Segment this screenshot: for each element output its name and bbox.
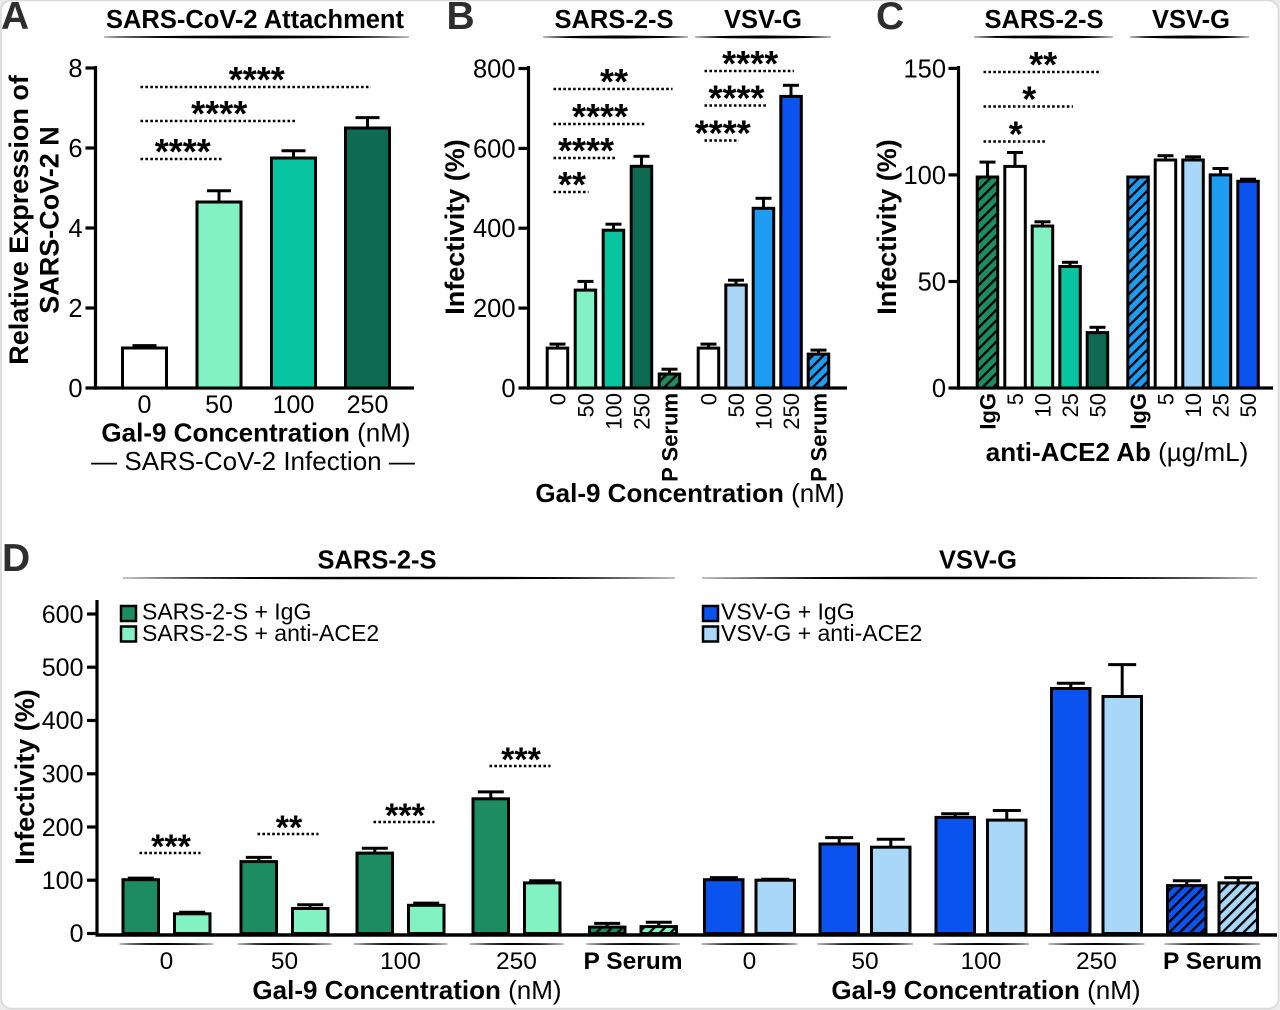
svg-text:10: 10 — [1031, 393, 1056, 417]
svg-text:anti-ACE2 Ab (µg/mL): anti-ACE2 Ab (µg/mL) — [986, 437, 1248, 467]
svg-text:50: 50 — [574, 393, 599, 417]
svg-text:VSV-G + IgG: VSV-G + IgG — [721, 599, 855, 625]
svg-text:SARS-CoV-2 Attachment: SARS-CoV-2 Attachment — [106, 6, 405, 34]
svg-text:50: 50 — [1236, 393, 1261, 417]
svg-text:B: B — [447, 0, 475, 38]
svg-text:IgG: IgG — [976, 393, 1001, 430]
svg-text:VSV-G: VSV-G — [724, 6, 802, 34]
svg-text:5: 5 — [1154, 393, 1179, 405]
svg-text:SARS-2-S: SARS-2-S — [317, 547, 436, 575]
svg-text:800: 800 — [473, 55, 516, 83]
svg-text:Relative Expression of: Relative Expression of — [4, 74, 34, 365]
svg-text:VSV-G + anti-ACE2: VSV-G + anti-ACE2 — [721, 620, 922, 646]
svg-text:50: 50 — [724, 393, 749, 417]
svg-text:Infectivity (%): Infectivity (%) — [10, 689, 40, 865]
svg-text:Infectivity (%): Infectivity (%) — [440, 139, 470, 315]
svg-text:100: 100 — [903, 162, 946, 190]
svg-text:250: 250 — [630, 393, 655, 430]
svg-text:VSV-G: VSV-G — [1152, 6, 1230, 34]
svg-text:250: 250 — [779, 393, 804, 430]
svg-text:500: 500 — [42, 654, 84, 682]
svg-text:200: 200 — [473, 295, 516, 323]
svg-text:250: 250 — [347, 391, 389, 419]
svg-text:5: 5 — [1003, 393, 1028, 405]
svg-text:D: D — [2, 537, 30, 580]
svg-text:300: 300 — [42, 761, 84, 789]
svg-text:0: 0 — [68, 375, 82, 403]
svg-text:0: 0 — [932, 375, 946, 403]
svg-text:SARS-2-S + IgG: SARS-2-S + IgG — [142, 599, 311, 625]
svg-text:50: 50 — [205, 391, 233, 419]
svg-text:250: 250 — [1076, 948, 1117, 975]
svg-text:SARS-2-S: SARS-2-S — [554, 6, 673, 34]
svg-text:400: 400 — [42, 707, 84, 735]
svg-text:VSV-G: VSV-G — [939, 547, 1017, 575]
svg-text:0: 0 — [697, 393, 722, 405]
svg-text:****: **** — [558, 130, 614, 171]
svg-text:4: 4 — [68, 215, 82, 243]
svg-text:****: **** — [191, 93, 247, 134]
svg-text:2: 2 — [68, 295, 82, 323]
svg-text:P Serum: P Serum — [658, 393, 683, 482]
svg-text:100: 100 — [42, 867, 84, 895]
svg-text:0: 0 — [70, 920, 84, 948]
svg-text:50: 50 — [1086, 393, 1111, 417]
svg-text:250: 250 — [496, 948, 537, 975]
svg-text:100: 100 — [602, 393, 627, 430]
svg-text:0: 0 — [546, 393, 571, 405]
svg-text:0: 0 — [160, 948, 174, 975]
svg-text:Gal-9 Concentration (nM): Gal-9 Concentration (nM) — [101, 418, 410, 448]
svg-text:P Serum: P Serum — [584, 948, 683, 975]
svg-text:C: C — [876, 0, 904, 38]
svg-text:600: 600 — [473, 135, 516, 163]
svg-text:25: 25 — [1209, 393, 1234, 417]
svg-text:0: 0 — [501, 375, 515, 403]
svg-text:SARS-CoV-2 N: SARS-CoV-2 N — [35, 126, 65, 314]
svg-text:10: 10 — [1181, 393, 1206, 417]
svg-text:**: ** — [558, 164, 586, 205]
svg-text:SARS-2-S: SARS-2-S — [984, 6, 1103, 34]
svg-text:Gal-9 Concentration (nM): Gal-9 Concentration (nM) — [252, 975, 561, 1005]
svg-text:***: *** — [501, 741, 541, 779]
svg-text:200: 200 — [42, 814, 84, 842]
svg-text:150: 150 — [903, 55, 946, 83]
svg-text:*: * — [1009, 114, 1023, 155]
svg-text:**: ** — [600, 61, 628, 102]
svg-text:****: **** — [155, 131, 211, 172]
svg-text:100: 100 — [380, 948, 421, 975]
svg-text:****: **** — [572, 96, 628, 137]
svg-text:50: 50 — [918, 268, 946, 296]
svg-text:***: *** — [385, 797, 425, 835]
svg-text:25: 25 — [1058, 393, 1083, 417]
svg-text:Infectivity (%): Infectivity (%) — [872, 139, 902, 315]
svg-text:****: **** — [708, 78, 764, 119]
svg-text:Gal-9 Concentration (nM): Gal-9 Concentration (nM) — [831, 975, 1140, 1005]
svg-text:400: 400 — [473, 215, 516, 243]
svg-text:****: **** — [695, 113, 751, 154]
svg-text:****: **** — [722, 43, 778, 84]
svg-text:SARS-2-S + anti-ACE2: SARS-2-S + anti-ACE2 — [142, 620, 379, 646]
svg-text:Gal-9 Concentration (nM): Gal-9 Concentration (nM) — [535, 478, 844, 508]
svg-text:6: 6 — [68, 135, 82, 163]
svg-text:IgG: IgG — [1126, 393, 1151, 430]
svg-text:100: 100 — [273, 391, 315, 419]
svg-text:100: 100 — [961, 948, 1002, 975]
svg-text:**: ** — [276, 809, 303, 847]
svg-text:0: 0 — [138, 391, 152, 419]
svg-text:P Serum: P Serum — [807, 393, 832, 482]
svg-text:**: ** — [1029, 44, 1057, 85]
svg-text:0: 0 — [743, 948, 757, 975]
svg-text:100: 100 — [752, 393, 777, 430]
svg-text:— SARS-CoV-2 Infection —: — SARS-CoV-2 Infection — — [91, 446, 415, 476]
svg-text:600: 600 — [42, 601, 84, 629]
svg-text:*: * — [1022, 79, 1036, 120]
svg-text:8: 8 — [68, 55, 82, 83]
svg-text:***: *** — [151, 828, 191, 866]
svg-text:50: 50 — [271, 948, 298, 975]
svg-text:A: A — [1, 0, 29, 38]
svg-text:P Serum: P Serum — [1163, 948, 1262, 975]
svg-text:50: 50 — [851, 948, 878, 975]
svg-text:****: **** — [229, 59, 285, 100]
